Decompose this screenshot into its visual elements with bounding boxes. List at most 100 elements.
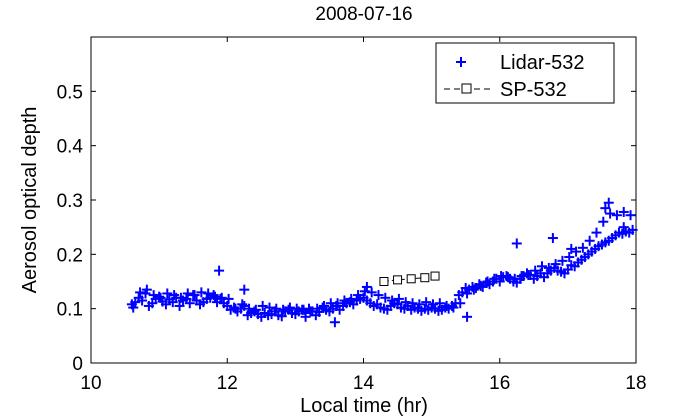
lidar-point <box>462 288 473 299</box>
lidar-point <box>169 290 180 301</box>
lidar-point <box>264 302 275 313</box>
lidar-point <box>291 303 302 314</box>
legend-marker-lidar-532 <box>456 57 466 67</box>
lidar-point <box>339 295 350 306</box>
y-tick-label: 0 <box>72 354 83 375</box>
lidar-point <box>557 255 568 266</box>
lidar-point <box>511 238 522 249</box>
lidar-point <box>462 311 473 322</box>
x-axis: 10 12 14 16 18 <box>80 37 647 394</box>
lidar-point <box>359 286 370 297</box>
lidar-point <box>305 306 316 317</box>
lidar-point <box>208 290 219 301</box>
lidar-point <box>564 252 575 263</box>
lidar-point <box>407 298 418 309</box>
lidar-point <box>353 290 364 301</box>
lidar-point <box>387 295 398 306</box>
lidar-point <box>600 203 611 214</box>
sp-point <box>379 277 389 286</box>
lidar-point <box>603 197 614 208</box>
legend-marker-sp-532 <box>444 83 490 94</box>
lidar-point <box>421 297 432 308</box>
lidar-point <box>128 302 139 313</box>
lidar-point <box>155 292 166 303</box>
legend-label-sp-532: SP-532 <box>500 79 567 101</box>
lidar-point <box>468 284 479 295</box>
y-tick-label: 0.1 <box>57 300 83 321</box>
y-tick-label: 0.4 <box>57 137 84 158</box>
lidar-point <box>189 290 200 301</box>
lidar-point <box>318 300 329 311</box>
lidar-point <box>482 276 493 287</box>
lidar-point <box>271 303 282 314</box>
lidar-point <box>239 284 250 295</box>
lidar-point <box>530 265 541 276</box>
sp-532-series <box>379 271 440 286</box>
lidar-point <box>441 300 452 311</box>
lidar-point <box>137 295 148 306</box>
lidar-point <box>148 290 159 301</box>
lidar-point <box>496 271 507 282</box>
legend-label-lidar-532: Lidar-532 <box>500 52 585 74</box>
lidar-point <box>209 291 220 302</box>
lidar-point <box>380 292 391 303</box>
lidar-point <box>605 208 616 219</box>
lidar-point <box>184 298 195 309</box>
x-tick-label: 16 <box>489 373 510 394</box>
y-tick-label: 0.2 <box>57 245 83 266</box>
x-tick-label: 10 <box>80 373 101 394</box>
lidar-point <box>509 273 520 284</box>
y-axis-label: Aerosol optical depth <box>19 107 41 294</box>
lidar-point <box>141 284 152 295</box>
lidar-point <box>543 262 554 273</box>
lidar-532-series <box>126 197 638 328</box>
lidar-point <box>627 224 638 235</box>
lidar-point <box>400 297 411 308</box>
lidar-point <box>284 302 295 313</box>
lidar-point <box>591 227 602 238</box>
lidar-point <box>216 292 227 303</box>
lidar-point <box>182 288 193 299</box>
lidar-point <box>618 206 629 217</box>
lidar-point <box>455 298 466 309</box>
lidar-point <box>237 299 248 310</box>
lidar-point <box>475 280 486 291</box>
lidar-point <box>329 317 340 328</box>
lidar-point <box>230 303 241 314</box>
y-tick-label: 0.3 <box>57 191 83 212</box>
lidar-point <box>577 242 588 253</box>
lidar-point <box>584 235 595 246</box>
chart-title: 2008-07-16 <box>315 4 412 25</box>
lidar-point <box>196 287 207 298</box>
lidar-point <box>162 288 173 299</box>
lidar-point <box>598 216 609 227</box>
sp-point <box>430 271 440 281</box>
lidar-point <box>250 304 261 315</box>
lidar-point <box>489 273 500 284</box>
lidar-point <box>223 293 234 304</box>
lidar-point <box>346 293 357 304</box>
lidar-point <box>373 290 384 301</box>
lidar-point <box>448 302 459 313</box>
lidar-point <box>427 299 438 310</box>
lidar-point <box>361 281 372 292</box>
lidar-point <box>516 271 527 282</box>
lidar-point <box>214 265 225 276</box>
sp-point <box>406 274 416 284</box>
x-tick-label: 14 <box>353 373 375 394</box>
lidar-point <box>502 272 513 283</box>
lidar-point <box>257 300 268 311</box>
lidar-point <box>366 287 377 298</box>
x-tick-label: 18 <box>625 373 646 394</box>
lidar-point <box>135 287 146 298</box>
sp-point <box>420 273 430 283</box>
lidar-point <box>393 293 404 304</box>
lidar-point <box>625 210 636 221</box>
lidar-point <box>175 292 186 303</box>
legend: Lidar-532 SP-532 <box>435 42 615 104</box>
y-tick-label: 0.5 <box>57 82 83 103</box>
lidar-point <box>300 311 311 322</box>
lidar-point <box>547 233 558 244</box>
lidar-point <box>332 298 343 309</box>
